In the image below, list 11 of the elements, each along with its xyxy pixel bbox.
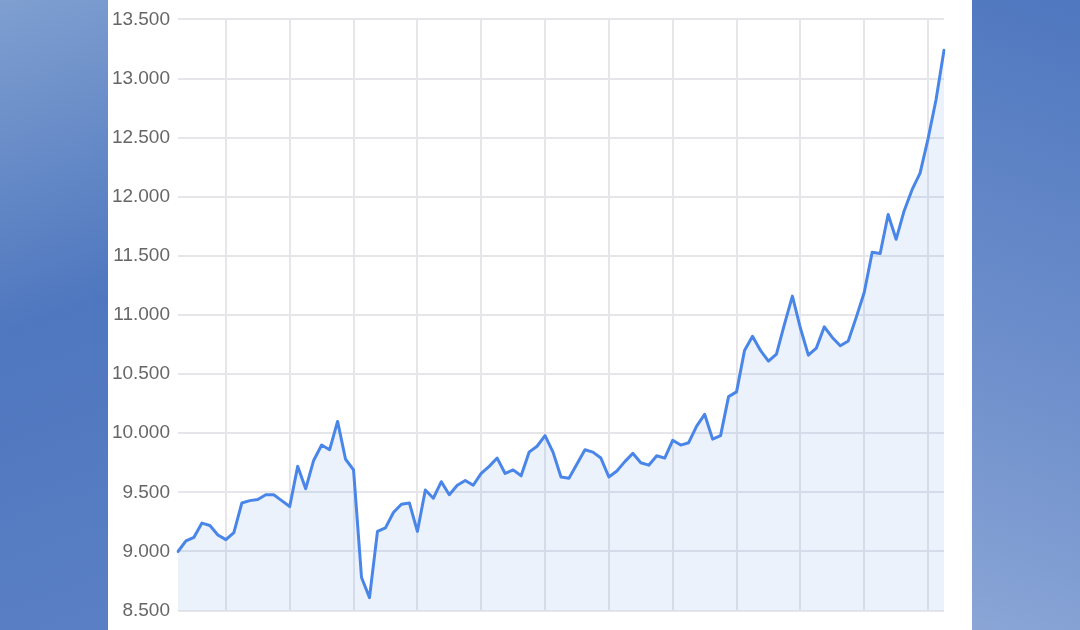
y-tick-label: 8.500 (122, 598, 170, 620)
y-tick-label: 10.500 (111, 362, 170, 384)
y-tick-label: 10.000 (111, 421, 170, 443)
y-tick-label: 12.000 (111, 184, 170, 206)
y-tick-label: 12.500 (111, 125, 170, 147)
y-tick-label: 13.500 (111, 7, 170, 29)
y-tick-label: 11.500 (113, 244, 170, 266)
y-tick-label: 13.000 (111, 66, 170, 88)
y-tick-label: 11.000 (113, 303, 170, 325)
y-tick-label: 9.000 (122, 539, 170, 561)
y-tick-label: 9.500 (122, 480, 170, 502)
